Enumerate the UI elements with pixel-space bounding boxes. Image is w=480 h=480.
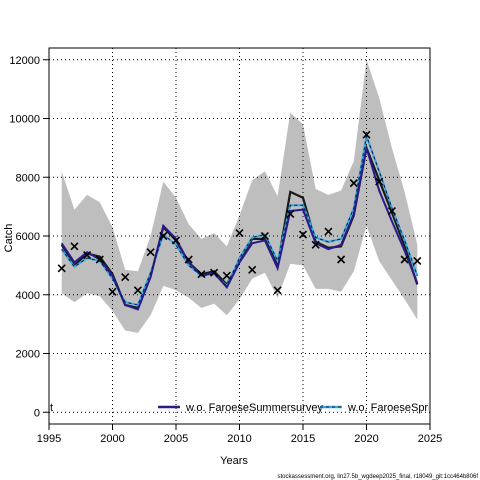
observed-point (298, 230, 308, 239)
observed-point-stroke (146, 248, 155, 257)
legend-items: t w.o. FaroeseSummersurvey w.o. FaroeseSpr… (50, 402, 476, 414)
y-tick-label: 0 (34, 407, 40, 419)
legend-left-fragment: t (50, 402, 53, 414)
y-tick-label: 10000 (9, 114, 40, 126)
observed-point (260, 231, 269, 241)
y-tick-label: 2000 (16, 349, 40, 361)
confidence-band-layer (61, 59, 418, 333)
observed-point (184, 255, 193, 264)
observed-point-stroke (349, 179, 358, 188)
observed-point-stroke (210, 268, 219, 277)
observed-points-layer (57, 130, 422, 296)
observed-point (235, 228, 244, 238)
observed-point-stroke (387, 206, 396, 216)
observed-point-stroke (133, 286, 142, 295)
observed-point-stroke (400, 255, 409, 264)
observed-point (387, 206, 396, 216)
legend-label-faroese-spring: w.o. FaroeseSpringsurvey (347, 402, 476, 414)
observed-point-stroke (95, 255, 104, 264)
y-tick-label: 12000 (9, 55, 40, 67)
x-axis-title: Years (220, 455, 248, 467)
observed-point (375, 177, 384, 186)
observed-point-stroke (413, 256, 422, 266)
observed-point (95, 255, 104, 264)
x-tick-label: 2000 (100, 433, 124, 445)
observed-point (108, 287, 117, 296)
observed-point-stroke (362, 130, 371, 139)
x-tick-label: 1995 (37, 433, 61, 445)
observed-point-stroke (171, 236, 181, 245)
observed-point-stroke (108, 287, 117, 296)
legend-label-faroese-summer: w.o. FaroeseSummersurvey (185, 402, 323, 414)
observed-point-stroke (222, 271, 231, 280)
observed-point (413, 256, 422, 266)
observed-point-stroke (70, 242, 79, 251)
y-tick-label: 8000 (16, 172, 40, 184)
observed-point-stroke (121, 273, 130, 282)
observed-point (210, 268, 219, 277)
y-axis-title: Catch (3, 224, 15, 253)
observed-point-stroke (235, 228, 244, 238)
observed-point-stroke (197, 270, 206, 279)
observed-point (324, 227, 333, 236)
x-tick-label: 2025 (418, 433, 442, 445)
x-tick-label: 2005 (164, 433, 188, 445)
observed-point (159, 231, 168, 241)
observed-point (273, 286, 282, 295)
observed-point-stroke (260, 231, 269, 241)
footer-text: stockassessment.org, lin27.5b_wgdeep2025… (278, 474, 479, 480)
y-axis: 0 2000 4000 6000 8000 10000 12000 (9, 55, 49, 419)
y-tick-label: 4000 (16, 290, 40, 302)
x-tick-label: 2020 (354, 433, 378, 445)
observed-point (121, 273, 130, 282)
legend: t w.o. FaroeseSummersurvey w.o. FaroeseSpr… (50, 402, 476, 414)
y-tick-label: 6000 (16, 231, 40, 243)
observed-point-stroke (337, 255, 346, 264)
x-tick-label: 2015 (291, 433, 315, 445)
confidence-band (61, 59, 418, 333)
observed-point-stroke (159, 231, 168, 241)
observed-point-stroke (324, 227, 333, 236)
series-lines-layer (60, 132, 419, 311)
observed-point (222, 271, 231, 280)
observed-point (362, 130, 371, 139)
observed-point-stroke (273, 286, 282, 295)
observed-point (286, 209, 295, 219)
observed-point (146, 248, 155, 257)
observed-point-stroke (57, 264, 66, 273)
observed-point-stroke (248, 265, 257, 274)
observed-point (400, 255, 409, 264)
x-axis: 1995 2000 2005 2010 2015 2020 2025 (37, 424, 442, 445)
observed-point-stroke (184, 255, 193, 264)
observed-point (83, 251, 92, 260)
observed-point (248, 265, 257, 274)
observed-point-stroke (298, 230, 308, 239)
observed-point (349, 179, 358, 188)
observed-point (311, 240, 320, 249)
observed-point (70, 242, 79, 251)
observed-point-stroke (311, 240, 320, 249)
x-tick-label: 2010 (227, 433, 251, 445)
observed-point (133, 286, 142, 295)
observed-point-stroke (375, 177, 384, 186)
observed-point-stroke (83, 251, 92, 260)
observed-point (197, 270, 206, 279)
observed-point (57, 264, 66, 273)
observed-point (171, 236, 181, 245)
series-line-faroese-spring-dash (61, 134, 418, 306)
observed-point (337, 255, 346, 264)
observed-point-stroke (286, 209, 295, 219)
